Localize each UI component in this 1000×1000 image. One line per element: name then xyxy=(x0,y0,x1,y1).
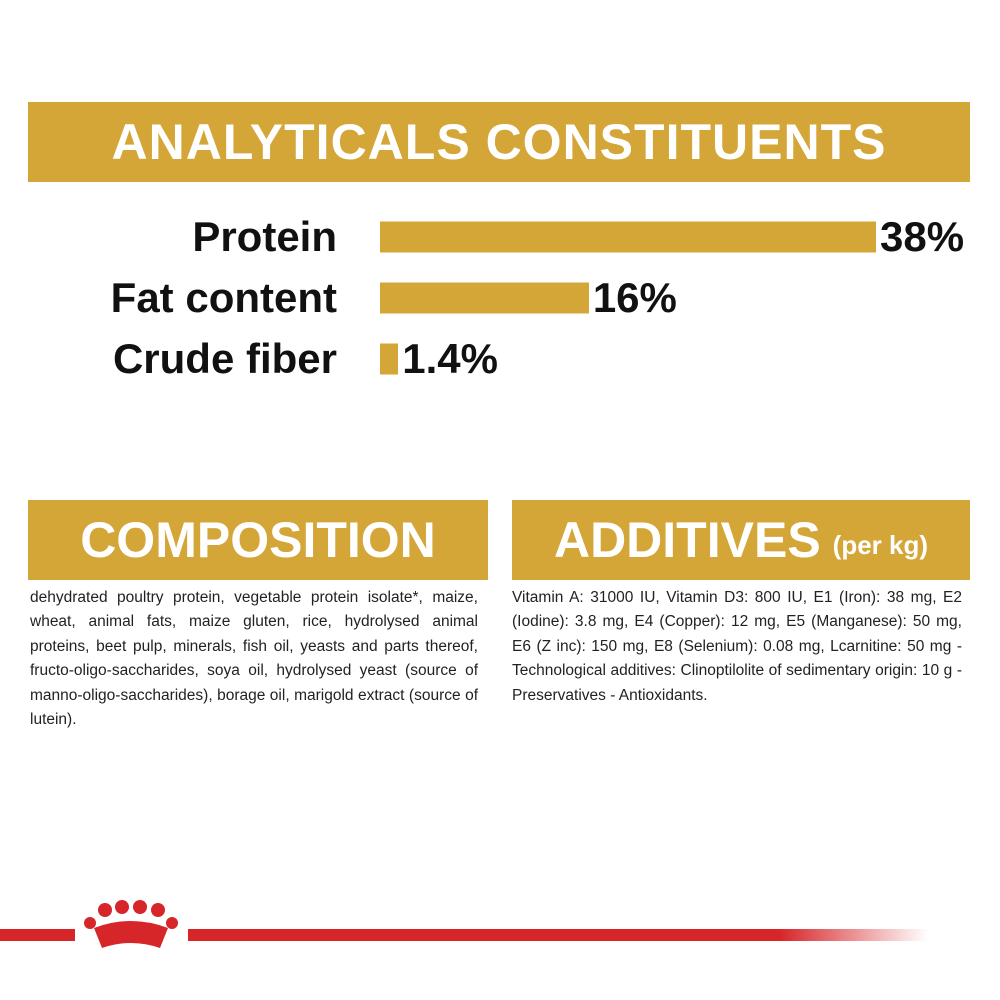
value-label: 16% xyxy=(592,274,677,321)
composition-text: dehydrated poultry protein, vegetable pr… xyxy=(30,589,478,729)
red-line xyxy=(188,929,928,941)
footer-logo xyxy=(0,900,928,948)
red-line xyxy=(0,929,75,941)
bar xyxy=(380,221,876,253)
additives-text: Vitamin A: 31000 IU, Vitamin D3: 800 IU,… xyxy=(512,589,962,704)
additives-title: ADDITIVES xyxy=(553,512,821,568)
additives-unit: (per kg) xyxy=(832,529,929,560)
composition-title: COMPOSITION xyxy=(28,500,488,580)
category-label: Protein xyxy=(192,213,337,260)
bar xyxy=(380,343,399,375)
category-label: Crude fiber xyxy=(112,335,337,382)
crown xyxy=(84,900,178,948)
bar xyxy=(380,282,589,314)
value-label: 38% xyxy=(880,213,965,260)
category-label: Fat content xyxy=(110,274,337,321)
value-label: 1.4% xyxy=(402,335,498,382)
chart-title: ANALYTICALS CONSTITUENTS xyxy=(28,102,970,182)
additives-header: ADDITIVES (per kg) xyxy=(512,500,970,580)
